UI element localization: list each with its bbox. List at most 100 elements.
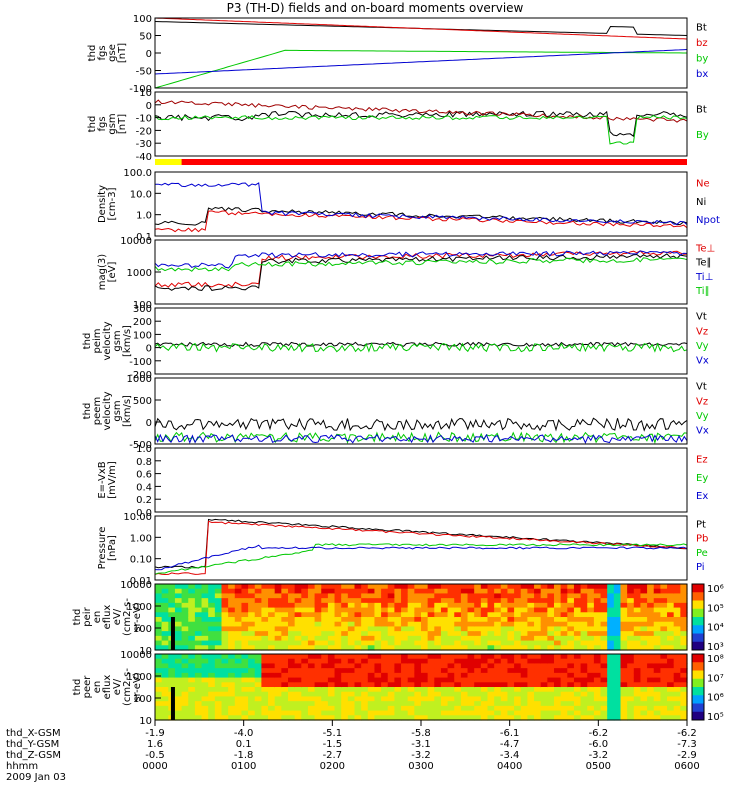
spectrogram-cell <box>593 682 602 688</box>
spectrogram-cell <box>321 672 329 679</box>
spectrogram-cell <box>520 602 528 609</box>
spectrogram-cell <box>560 668 568 674</box>
spectrogram-cell <box>540 640 548 646</box>
spectrogram-cell <box>500 598 509 604</box>
spectrogram-cell <box>294 663 302 669</box>
spectrogram-cell <box>321 701 329 707</box>
spectrogram-cell <box>181 654 189 660</box>
spectrogram-cell <box>620 607 628 613</box>
spectrogram-cell <box>387 621 395 628</box>
ephemeris-value: -2.9 <box>677 750 697 761</box>
spectrogram-cell <box>474 602 482 609</box>
spectrogram-cell <box>554 682 562 688</box>
spectrogram-cell <box>214 701 223 707</box>
spectrogram-cell <box>633 593 642 599</box>
spectrogram-cell <box>467 593 475 599</box>
legend-label-Npot: Npot <box>696 215 720 226</box>
spectrogram-cell <box>613 710 622 716</box>
spectrogram-cell <box>201 593 209 599</box>
spectrogram-cell <box>680 658 688 665</box>
colorbar-label: 10⁶ <box>707 584 724 595</box>
spectrogram-cell <box>201 658 209 665</box>
spectrogram-cell <box>673 612 681 618</box>
spectrogram-cell <box>228 710 236 716</box>
spectrogram-cell <box>527 612 535 618</box>
spectrogram-cell <box>268 617 276 623</box>
ytick-label: 100 <box>133 694 152 705</box>
spectrogram-cell <box>500 635 509 642</box>
spectrogram-cell <box>168 607 176 613</box>
spectrogram-cell <box>254 588 262 595</box>
spectrogram-cell <box>208 687 216 693</box>
spectrogram-cell <box>374 682 382 688</box>
spectrogram-cell <box>347 677 356 683</box>
spectrogram-cell <box>234 672 243 679</box>
spectrogram-cell <box>647 668 655 674</box>
spectrogram-cell <box>381 607 389 613</box>
spectrogram-cell <box>214 626 223 632</box>
spectrogram-cell <box>487 640 495 646</box>
spectrogram-cell <box>540 701 548 707</box>
spectrogram-cell <box>155 668 163 674</box>
spectrogram-cell <box>673 710 681 716</box>
spectrogram-cell <box>627 626 635 632</box>
spectrogram-cell <box>467 654 475 660</box>
spectrogram-cell <box>214 593 223 599</box>
spectrogram-cell <box>487 588 495 595</box>
spectrogram-cell <box>181 705 189 712</box>
colorbar-segment <box>692 592 704 601</box>
spectrogram-cell <box>347 710 356 716</box>
spectrogram-cell <box>434 672 442 679</box>
spectrogram-cell <box>427 593 435 599</box>
spectrogram-cell <box>155 588 163 595</box>
spectrogram-cell <box>381 640 389 646</box>
spectrogram-cell <box>527 640 535 646</box>
spectrogram-cell <box>334 682 342 688</box>
spectrogram-cell <box>367 696 376 702</box>
spectrogram-cell <box>600 612 608 618</box>
spectrogram-cell <box>560 621 568 628</box>
spectrogram-cell <box>427 663 435 669</box>
spectrogram-cell <box>460 668 469 674</box>
ytick-label: 0.0 <box>136 508 152 519</box>
spectrogram-cell <box>274 687 282 693</box>
spectrogram-cell <box>540 663 548 669</box>
spectrogram-cell <box>447 691 455 698</box>
spectrogram-cell <box>254 701 262 707</box>
spectrogram-cell <box>194 631 203 637</box>
spectrogram-cell <box>367 602 376 609</box>
spectrogram-cell <box>600 687 608 693</box>
spectrogram-cell <box>454 617 462 623</box>
spectrogram-cell <box>208 663 216 669</box>
spectrogram-cell <box>241 621 249 628</box>
spectrogram-cell <box>673 687 681 693</box>
spectrogram-cell <box>573 668 582 674</box>
spectrogram-cell <box>188 658 196 665</box>
spectrogram-cell <box>440 710 449 716</box>
spectrogram-cell <box>507 588 515 595</box>
spectrogram-cell <box>194 612 203 618</box>
spectrogram-cell <box>314 631 322 637</box>
legend-label-Te∥: Te∥ <box>695 258 712 269</box>
spectrogram-cell <box>547 640 555 646</box>
spectrogram-cell <box>387 701 395 707</box>
spectrogram-cell <box>381 631 389 637</box>
spectrogram-cell <box>347 701 356 707</box>
ylabel-line: en <box>92 681 103 694</box>
spectrogram-cell <box>540 715 548 721</box>
spectrogram-cell <box>440 663 449 669</box>
spectrogram-cell <box>467 705 475 712</box>
spectrogram-cell <box>507 621 515 628</box>
spectrogram-cell <box>580 645 588 651</box>
spectrogram-cell <box>447 607 455 613</box>
spectrogram-cell <box>387 682 395 688</box>
spectrogram-cell <box>414 682 422 688</box>
spectrogram-cell <box>268 588 276 595</box>
spectrogram-cell <box>607 701 615 707</box>
spectrogram-cell <box>174 672 183 679</box>
spectrogram-cell <box>241 687 249 693</box>
spectrogram-cell <box>660 672 668 679</box>
spectrogram-cell <box>268 701 276 707</box>
spectrogram-cell <box>627 705 635 712</box>
ylabel-line: (cm2-s- <box>122 668 133 706</box>
